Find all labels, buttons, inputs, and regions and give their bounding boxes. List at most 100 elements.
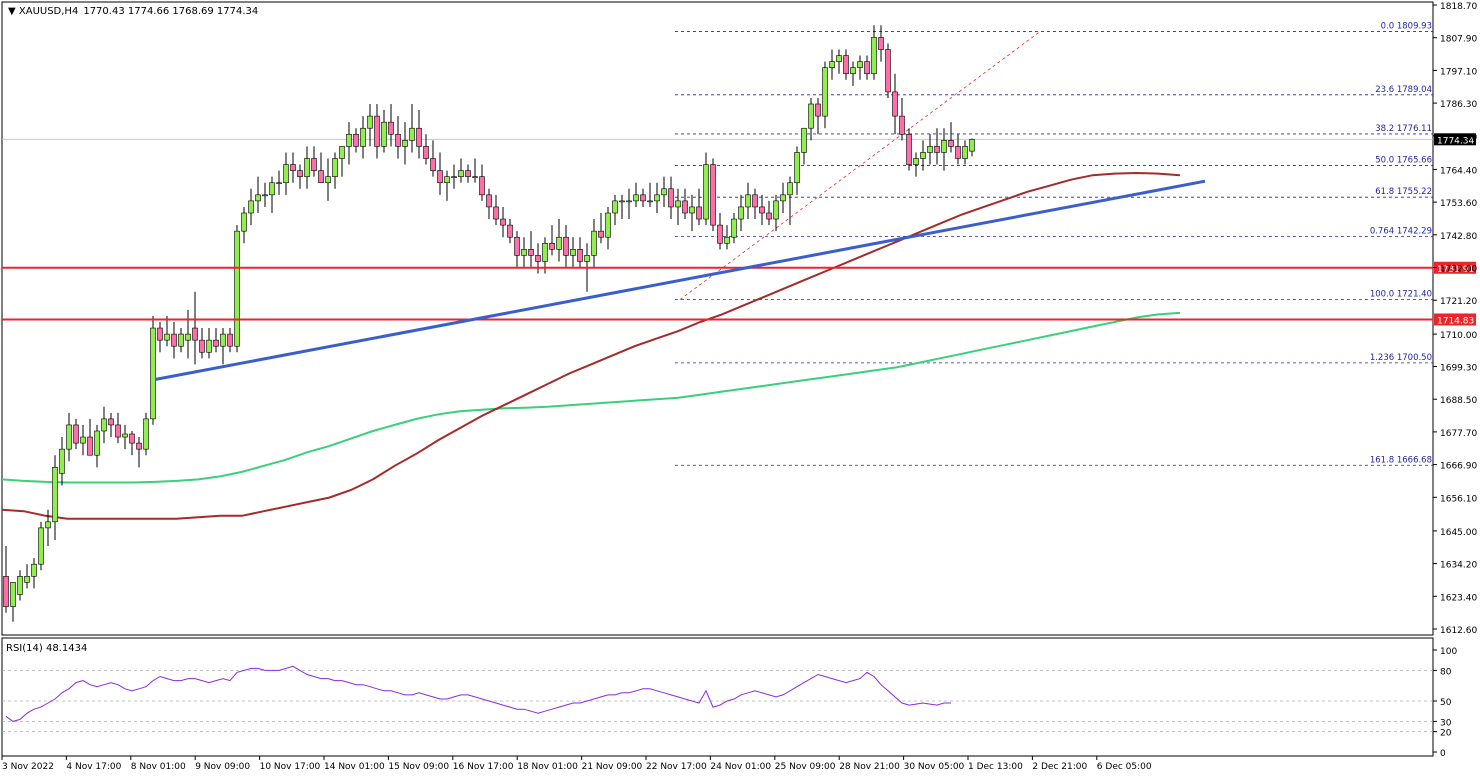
hline-price-label: 1731.91 (1437, 265, 1474, 275)
candle-body (815, 103, 821, 117)
candle-body (584, 255, 590, 262)
candle-body (731, 218, 737, 238)
candle-body (955, 146, 961, 159)
candle-body (38, 527, 44, 565)
candle-body (206, 339, 212, 353)
y-tick-label: 1742.80 (1440, 232, 1477, 242)
fib-level-label: 50.0 1765.66 (1375, 156, 1432, 166)
candle-body (45, 521, 51, 529)
candle-body (647, 200, 653, 203)
bullish-trendline[interactable] (154, 179, 1206, 381)
rsi-line (5, 665, 951, 722)
candle-body (395, 133, 401, 147)
x-tick-label: 8 Nov 01:00 (131, 762, 186, 772)
y-tick-label: 1753.60 (1440, 199, 1477, 209)
candle-body (311, 158, 317, 171)
y-tick-label: 1786.30 (1440, 100, 1477, 110)
candle-body (640, 194, 646, 202)
candle-body (283, 164, 289, 184)
candle-body (479, 176, 485, 196)
candle-body (829, 61, 835, 68)
x-tick-label: 4 Nov 17:00 (66, 762, 121, 772)
x-tick-label: 2 Dec 21:00 (1032, 762, 1087, 772)
candle-body (563, 236, 569, 256)
candle-body (269, 182, 275, 196)
candle-body (290, 164, 296, 171)
header-marker: ▼ (8, 6, 19, 17)
rsi-label: RSI(14) 48.1434 (6, 643, 87, 654)
candle-body (213, 339, 219, 347)
candle-body (248, 200, 254, 214)
candle-body (360, 127, 366, 147)
y-tick-label: 1612.60 (1440, 626, 1477, 636)
candle-body (780, 194, 786, 202)
candle-body (101, 418, 107, 432)
candle-body (80, 436, 86, 444)
candle-body (927, 146, 933, 153)
candle-body (528, 249, 534, 256)
rsi-tick-label: 80 (1440, 667, 1452, 677)
candle-body (304, 158, 310, 177)
y-tick-label: 1677.70 (1440, 429, 1477, 439)
candle-body (941, 140, 947, 153)
x-tick-label: 10 Nov 17:00 (260, 762, 321, 772)
candle-body (129, 433, 135, 444)
x-tick-label: 25 Nov 09:00 (775, 762, 836, 772)
candle-body (661, 188, 667, 196)
candle-body (486, 194, 492, 208)
candle-body (3, 576, 9, 607)
candle-body (689, 206, 695, 214)
candle-body (857, 61, 863, 68)
candle-body (871, 37, 877, 75)
y-tick-label: 1807.90 (1440, 35, 1477, 45)
candle-body (626, 200, 632, 203)
x-tick-label: 21 Nov 09:00 (582, 762, 643, 772)
candle-body (605, 212, 611, 238)
candle-body (675, 200, 681, 208)
candle-body (17, 576, 23, 595)
candle-body (185, 333, 191, 341)
x-tick-label: 16 Nov 17:00 (453, 762, 514, 772)
y-tick-label: 1688.50 (1440, 396, 1477, 406)
rsi-pane-frame (1, 637, 1434, 757)
candle-body (381, 121, 387, 147)
candle-body (850, 67, 856, 75)
fib-level-label: 38.2 1776.11 (1375, 124, 1432, 134)
candle-body (710, 164, 716, 226)
y-tick-label: 1645.00 (1440, 528, 1477, 538)
candle-body (276, 182, 282, 185)
current-price-tag (1434, 133, 1476, 146)
candle-body (234, 230, 240, 347)
candle-body (759, 206, 765, 214)
candle-body (241, 212, 247, 232)
candle-body (738, 206, 744, 220)
fib-level-label: 161.8 1666.68 (1370, 455, 1432, 465)
y-tick-label: 1710.00 (1440, 331, 1477, 341)
candle-body (745, 194, 751, 208)
candle-body (556, 236, 562, 250)
candle-body (171, 333, 177, 347)
hline-price-label: 1714.83 (1437, 316, 1474, 326)
ma-slow-line (1, 311, 1181, 484)
candle-body (353, 133, 359, 147)
candle-body (458, 170, 464, 177)
y-tick-label: 1699.30 (1440, 364, 1477, 374)
candle-body (682, 200, 688, 214)
candle-body (430, 158, 436, 171)
ma-fast-line (1, 171, 1181, 520)
x-tick-label: 22 Nov 17:00 (646, 762, 707, 772)
candle-body (136, 442, 142, 450)
candle-body (73, 424, 79, 444)
candle-body (619, 200, 625, 203)
candle-body (493, 206, 499, 220)
candle-body (346, 133, 352, 147)
candle-body (367, 115, 373, 129)
x-tick-label: 28 Nov 21:00 (839, 762, 900, 772)
current-price-label: 1774.34 (1437, 136, 1474, 146)
candle-body (752, 194, 758, 208)
y-tick-label: 1764.40 (1440, 166, 1477, 176)
y-tick-label: 1721.20 (1440, 297, 1477, 307)
candle-body (339, 146, 345, 159)
candle-body (94, 430, 100, 456)
